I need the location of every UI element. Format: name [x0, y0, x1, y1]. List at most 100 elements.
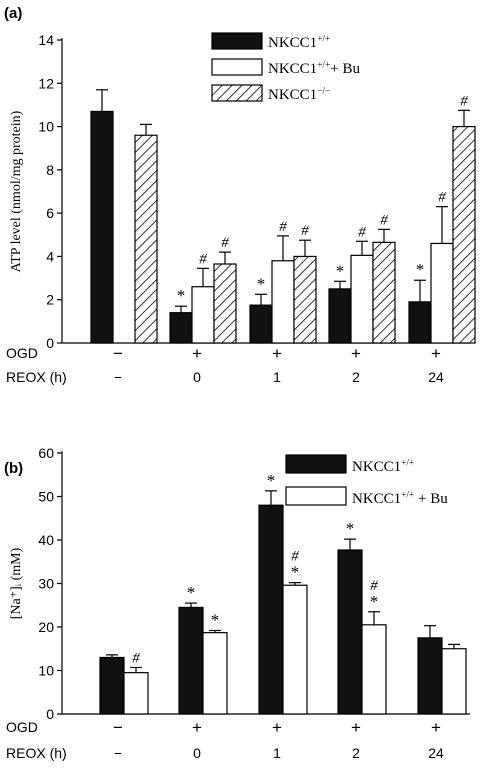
significance-mark: #	[460, 93, 468, 109]
legend-swatch	[285, 454, 347, 474]
ogd-value: +	[192, 718, 202, 737]
bar	[337, 549, 363, 715]
reox-value: 1	[273, 369, 281, 385]
legend-label: NKCC1+/+	[268, 34, 330, 51]
reox-value: −	[114, 745, 122, 761]
ogd-value: −	[113, 718, 123, 737]
bar	[452, 125, 476, 344]
significance-mark: #	[221, 235, 229, 251]
significance-mark: #	[301, 223, 309, 239]
reox-value: 2	[352, 745, 360, 761]
bar	[293, 255, 317, 344]
bar	[361, 624, 387, 715]
reox-value: 24	[428, 745, 444, 761]
legend-label: NKCC1−/−	[268, 86, 330, 103]
bar	[123, 672, 149, 715]
legend-swatch	[285, 486, 347, 506]
bar	[408, 301, 432, 344]
row-label: REOX (h)	[6, 745, 67, 761]
bar	[258, 504, 284, 715]
significance-mark: #	[279, 219, 287, 235]
ogd-value: +	[351, 718, 361, 737]
row-label: OGD	[6, 345, 38, 361]
ogd-value: −	[113, 344, 123, 363]
reox-value: 1	[273, 745, 281, 761]
significance-mark: *	[257, 274, 266, 293]
bar	[430, 242, 454, 344]
ogd-value: +	[431, 718, 441, 737]
bar	[90, 110, 114, 344]
significance-mark: #	[132, 650, 140, 666]
y-tick-label: 14	[38, 32, 54, 48]
bar	[282, 584, 308, 715]
y-tick-label: 50	[38, 489, 54, 505]
significance-mark: *	[336, 261, 345, 280]
row-label: REOX (h)	[6, 369, 67, 385]
legend-label: NKCC1+/++ Bu	[268, 60, 360, 77]
significance-mark: *	[187, 583, 196, 602]
panel-label: (a)	[4, 5, 22, 22]
bar	[417, 637, 443, 715]
y-tick-label: 10	[38, 119, 54, 135]
reox-value: 2	[352, 369, 360, 385]
bar	[350, 254, 374, 344]
significance-mark: #	[380, 212, 388, 228]
row-label: OGD	[6, 719, 38, 735]
bar	[191, 286, 215, 344]
significance-mark: *	[211, 610, 220, 629]
bar	[271, 260, 295, 344]
y-tick-label: 0	[46, 706, 54, 722]
reox-value: 24	[428, 369, 444, 385]
significance-mark: #	[370, 578, 378, 594]
bar	[99, 656, 125, 715]
significance-mark: #	[438, 190, 446, 206]
bar	[213, 263, 237, 344]
y-tick-label: 10	[38, 663, 54, 679]
ogd-value: +	[351, 344, 361, 363]
ogd-value: +	[192, 344, 202, 363]
bar	[249, 304, 273, 344]
significance-mark: *	[177, 286, 186, 305]
legend-label: NKCC1+/+	[352, 458, 414, 475]
panel-label: (b)	[4, 460, 23, 477]
ogd-value: +	[431, 344, 441, 363]
bar	[328, 288, 352, 344]
bar	[134, 134, 158, 344]
bar	[169, 312, 193, 344]
y-tick-label: 30	[38, 576, 54, 592]
y-tick-label: 6	[46, 205, 54, 221]
y-tick-label: 0	[46, 335, 54, 351]
significance-mark: *	[291, 563, 300, 582]
legend-swatch	[211, 58, 263, 76]
bar	[372, 241, 396, 344]
y-tick-label: 2	[46, 292, 54, 308]
reox-value: −	[114, 369, 122, 385]
significance-mark: #	[358, 224, 366, 240]
reox-value: 0	[193, 369, 201, 385]
y-axis-label: [Na⁺]ᵢ (mM)	[9, 547, 24, 619]
reox-value: 0	[193, 745, 201, 761]
y-axis-label: ATP level (nmol/mg protein)	[9, 110, 24, 272]
significance-mark: *	[267, 471, 276, 490]
y-tick-label: 4	[46, 248, 54, 264]
y-tick-label: 60	[38, 445, 54, 461]
significance-mark: #	[199, 251, 207, 267]
legend-swatch	[211, 32, 263, 50]
y-tick-label: 8	[46, 162, 54, 178]
ogd-value: +	[272, 718, 282, 737]
bar	[441, 648, 467, 715]
y-tick-label: 12	[38, 75, 54, 91]
legend-label: NKCC1+/+ + Bu	[352, 490, 448, 507]
legend-swatch	[211, 84, 263, 102]
significance-mark: *	[416, 260, 425, 279]
bar	[202, 632, 228, 715]
significance-mark: *	[370, 592, 379, 611]
significance-mark: #	[291, 549, 299, 565]
y-tick-label: 40	[38, 532, 54, 548]
ogd-value: +	[272, 344, 282, 363]
y-tick-label: 20	[38, 619, 54, 635]
significance-mark: *	[346, 519, 355, 538]
